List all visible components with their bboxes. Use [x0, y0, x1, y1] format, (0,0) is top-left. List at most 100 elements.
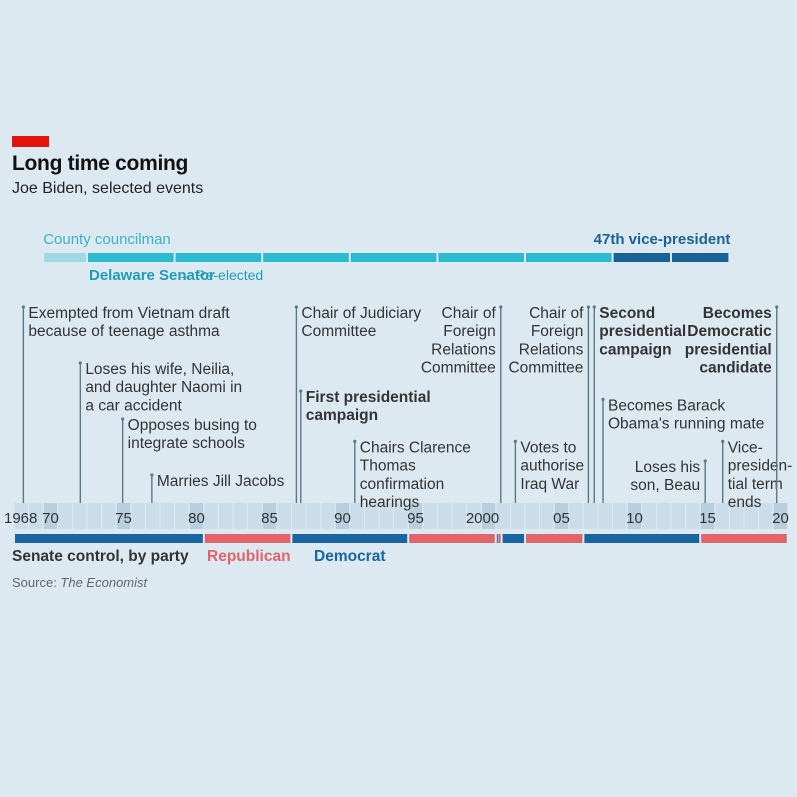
- year-cell: [365, 503, 379, 529]
- career-term-segment: [350, 253, 437, 262]
- tick-label: 70: [42, 510, 59, 527]
- year-cell: [730, 503, 744, 529]
- event-label: presiden-: [728, 458, 793, 475]
- event-label: Foreign: [443, 323, 496, 340]
- tick-label: 10: [626, 510, 643, 527]
- career-label-senator: Delaware Senator: [89, 267, 215, 284]
- career-label-reelected: → Re-elected: [178, 267, 264, 283]
- event-label: hearings: [360, 494, 420, 511]
- event-label: campaign: [306, 407, 378, 424]
- chart-title: Long time coming: [12, 152, 189, 175]
- year-cell: [438, 503, 452, 529]
- year-cell: [540, 503, 554, 529]
- senate-control-segment: [498, 534, 501, 543]
- career-term-segment: [88, 253, 174, 262]
- year-cell: [394, 503, 408, 529]
- year-cell: [350, 503, 364, 529]
- year-cell: [116, 503, 131, 529]
- year-cell: [642, 503, 656, 529]
- year-cell: [627, 503, 642, 529]
- event-label: presidential: [599, 323, 686, 340]
- year-cell: [598, 503, 612, 529]
- event-label: Committee: [508, 360, 583, 377]
- event-label: Democratic: [687, 323, 772, 340]
- career-term-segment: [263, 253, 349, 262]
- brand-red-bar: [12, 136, 49, 147]
- year-cell: [379, 503, 393, 529]
- event-label: First presidential: [306, 389, 431, 406]
- year-cell: [715, 503, 729, 529]
- senate-control-segment: [496, 534, 498, 543]
- event-label: Becomes Barack: [608, 397, 725, 414]
- event-label: Relations: [431, 341, 496, 358]
- event-dot: [513, 439, 518, 443]
- event-dot: [703, 459, 707, 463]
- legend-republican: Republican: [207, 548, 291, 565]
- source-note: Source: The Economist: [12, 575, 147, 590]
- event-dot: [299, 389, 303, 393]
- career-term-segment: [613, 253, 670, 262]
- tick-label: 75: [115, 510, 132, 527]
- year-cell: [14, 503, 28, 529]
- year-cell: [73, 503, 87, 529]
- event-label: Becomes: [703, 305, 772, 322]
- event-label: integrate schools: [128, 435, 245, 452]
- senate-control-segment: [526, 534, 583, 543]
- year-cell: [160, 503, 174, 529]
- year-cell: [452, 503, 466, 529]
- event-label: Vice-: [728, 439, 763, 456]
- event-label: Opposes busing to: [128, 417, 257, 434]
- year-cell: [248, 503, 262, 529]
- event-label: campaign: [599, 341, 671, 358]
- event-label: Chairs Clarence: [360, 439, 471, 456]
- year-cell: [700, 503, 715, 529]
- year-cell: [554, 503, 569, 529]
- event-dot: [78, 361, 82, 365]
- year-cell: [686, 503, 700, 529]
- year-cell: [189, 503, 204, 529]
- year-cell: [408, 503, 423, 529]
- year-cell: [233, 503, 247, 529]
- year-cell: [277, 503, 291, 529]
- year-cell: [175, 503, 189, 529]
- tick-label: 85: [261, 510, 278, 527]
- year-cell: [481, 503, 496, 529]
- year-cell: [43, 503, 58, 529]
- event-dot: [601, 397, 605, 401]
- event-label: because of teenage asthma: [28, 323, 220, 340]
- senate-control-segment: [701, 534, 787, 543]
- event-dot: [121, 417, 125, 421]
- event-dot: [586, 305, 591, 309]
- event-label: tial term: [728, 476, 783, 493]
- event-label: Second: [599, 305, 655, 322]
- year-cell: [306, 503, 320, 529]
- career-term-segment: [438, 253, 524, 262]
- year-cell: [613, 503, 627, 529]
- event-label: Obama's running mate: [608, 416, 764, 433]
- year-cell: [262, 503, 277, 529]
- event-label: Relations: [519, 341, 584, 358]
- event-label: candidate: [699, 360, 772, 377]
- year-cell: [773, 503, 788, 529]
- year-cell: [744, 503, 758, 529]
- source-prefix: Source:: [12, 575, 61, 590]
- year-cell: [335, 503, 350, 529]
- event-label: Committee: [421, 360, 496, 377]
- year-cell: [584, 503, 598, 529]
- year-cell: [292, 503, 306, 529]
- event-label: Iraq War: [520, 476, 579, 493]
- year-cell: [569, 503, 583, 529]
- year-cell: [496, 503, 510, 529]
- event-dot: [150, 473, 154, 477]
- event-label: Committee: [301, 323, 376, 340]
- tick-label: 95: [407, 510, 424, 527]
- year-cell: [204, 503, 218, 529]
- tick-label: 20: [772, 510, 789, 527]
- tick-label: 05: [553, 510, 570, 527]
- year-cell: [29, 503, 43, 529]
- event-dot: [499, 305, 503, 309]
- senate-control-segment: [15, 534, 203, 543]
- event-label: authorise: [520, 458, 584, 475]
- year-cell: [131, 503, 145, 529]
